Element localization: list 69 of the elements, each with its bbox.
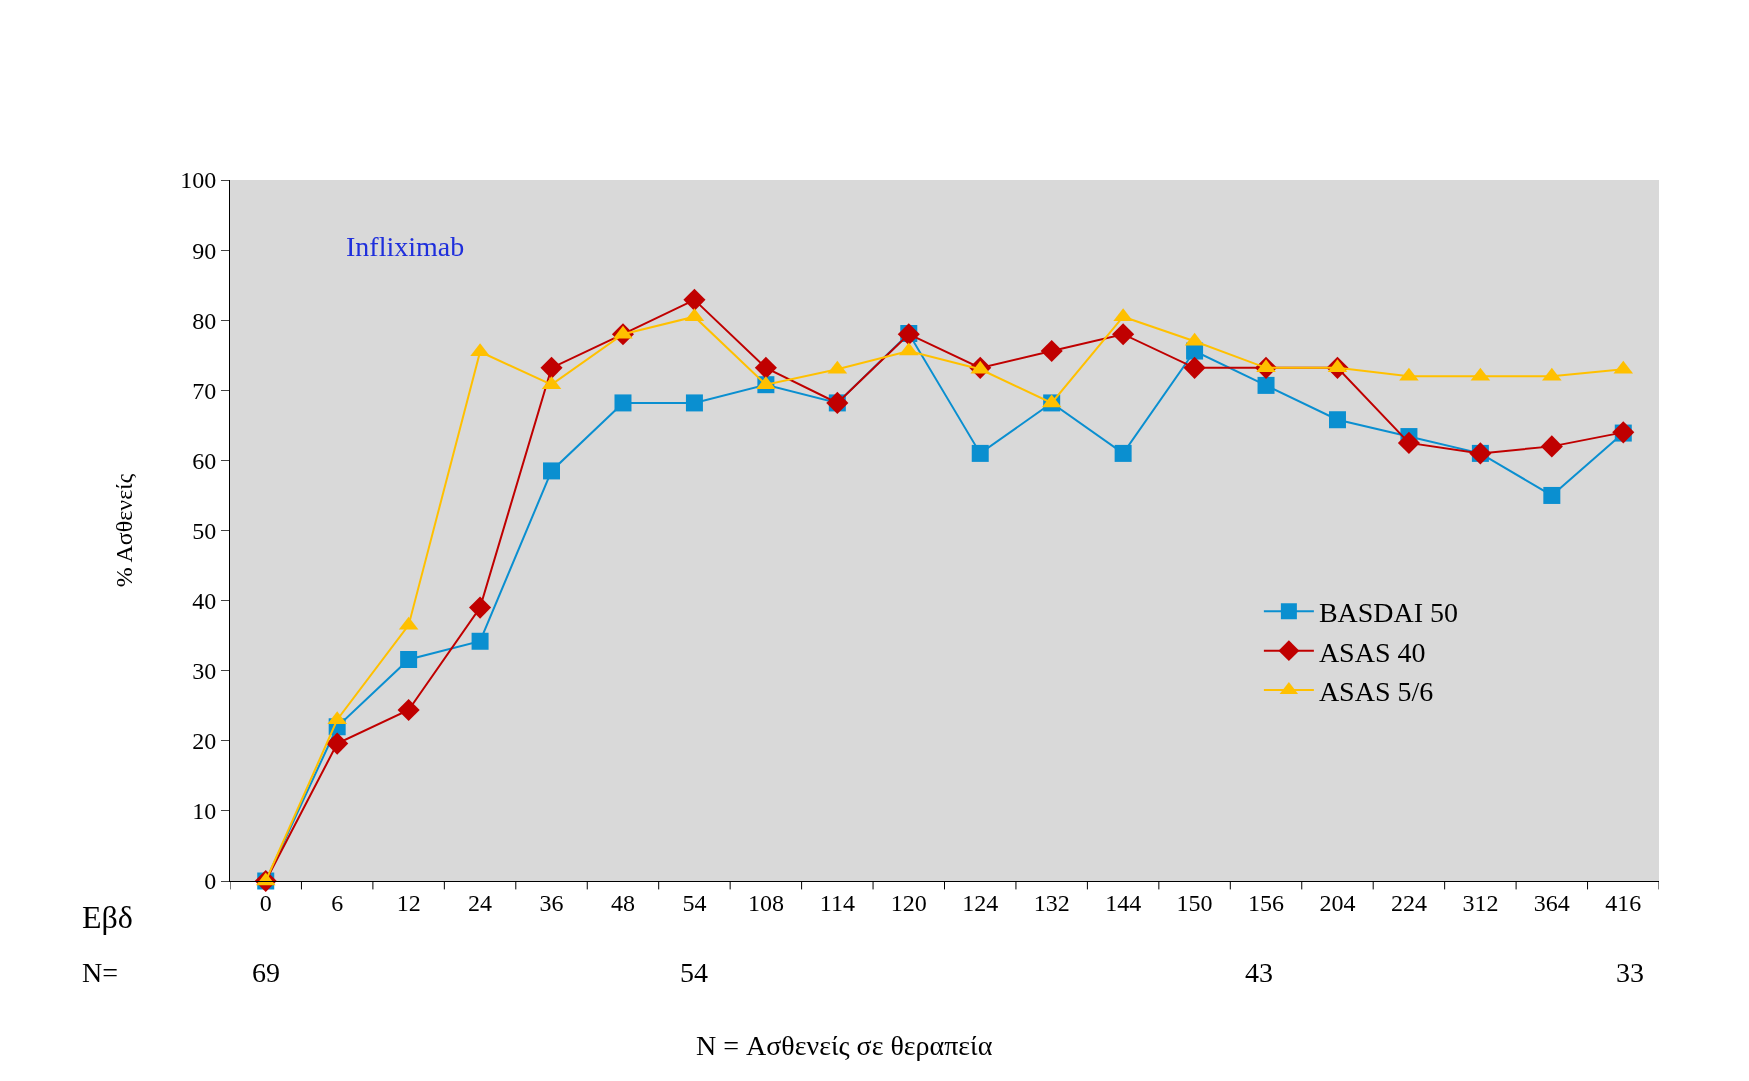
- point: [400, 650, 418, 668]
- x-tick-label: 54: [682, 889, 707, 916]
- point: [1040, 339, 1063, 363]
- point: [1397, 431, 1420, 454]
- x-tick-label: 24: [468, 889, 493, 916]
- point: [613, 325, 633, 339]
- point: [540, 356, 563, 379]
- text: 33: [1616, 957, 1644, 988]
- point: [614, 394, 632, 412]
- point: [1328, 411, 1346, 429]
- point: [397, 698, 420, 722]
- y-tick-label: 60: [192, 447, 217, 474]
- text: N=: [82, 957, 119, 988]
- y-tick-label: 20: [192, 728, 217, 755]
- point: [1183, 356, 1206, 379]
- text: 69: [252, 957, 280, 988]
- legend-label: ASAS 5/6: [1318, 676, 1434, 707]
- text: 54: [680, 957, 708, 988]
- y-tick-label: 90: [192, 237, 217, 264]
- point: [683, 288, 706, 311]
- y-tick-label: 100: [180, 167, 217, 194]
- y-axis-title: % Ασθενείς: [111, 473, 138, 588]
- point: [471, 632, 489, 650]
- x-tick-label: 114: [819, 889, 855, 916]
- point: [685, 394, 703, 412]
- point: [754, 356, 777, 379]
- x-tick-label: 204: [1319, 889, 1356, 916]
- x-tick-label: 108: [747, 889, 784, 916]
- x-tick-label: 312: [1462, 889, 1499, 916]
- legend-label: ASAS 40: [1318, 636, 1426, 668]
- y-tick-label: 0: [204, 868, 217, 895]
- text: Εβδ: [82, 899, 133, 935]
- x-tick-label: 12: [396, 889, 421, 916]
- x-tick-label: 124: [962, 889, 999, 916]
- x-tick-label: 120: [890, 889, 927, 916]
- x-tick-label: 48: [610, 889, 635, 916]
- point: [543, 462, 561, 480]
- x-tick-label: 364: [1533, 889, 1570, 916]
- x-tick-label: 132: [1033, 889, 1070, 916]
- x-tick-label: 144: [1105, 889, 1142, 916]
- x-tick-label: 150: [1176, 889, 1213, 916]
- y-tick-label: 50: [192, 517, 217, 544]
- point: [1257, 376, 1275, 394]
- point: [971, 444, 989, 462]
- text: 43: [1245, 957, 1273, 988]
- x-tick-label: 416: [1605, 889, 1642, 916]
- x-tick-label: 224: [1390, 889, 1427, 916]
- y-tick-label: 30: [192, 658, 217, 685]
- point: [1256, 359, 1276, 373]
- y-tick-label: 40: [192, 588, 217, 614]
- annotation: Infliximab: [346, 231, 465, 262]
- point: [469, 596, 492, 619]
- y-tick-label: 70: [192, 377, 217, 404]
- x-tick-label: 156: [1248, 889, 1285, 916]
- point: [326, 732, 349, 755]
- y-tick-label: 10: [192, 798, 217, 825]
- point: [327, 711, 347, 725]
- x-axis-title: N = Ασθενείς σε θεραπεία: [696, 1030, 993, 1061]
- point: [1543, 486, 1561, 504]
- x-tick-label: 0: [259, 889, 272, 916]
- point: [1114, 444, 1132, 462]
- point: [1112, 323, 1135, 346]
- legend-label: BASDAI 50: [1318, 597, 1459, 629]
- y-tick-label: 80: [192, 307, 217, 334]
- x-tick-label: 36: [539, 889, 564, 916]
- point: [1542, 367, 1562, 381]
- x-tick-label: 6: [331, 889, 344, 916]
- point: [1540, 435, 1563, 458]
- point: [1399, 367, 1419, 381]
